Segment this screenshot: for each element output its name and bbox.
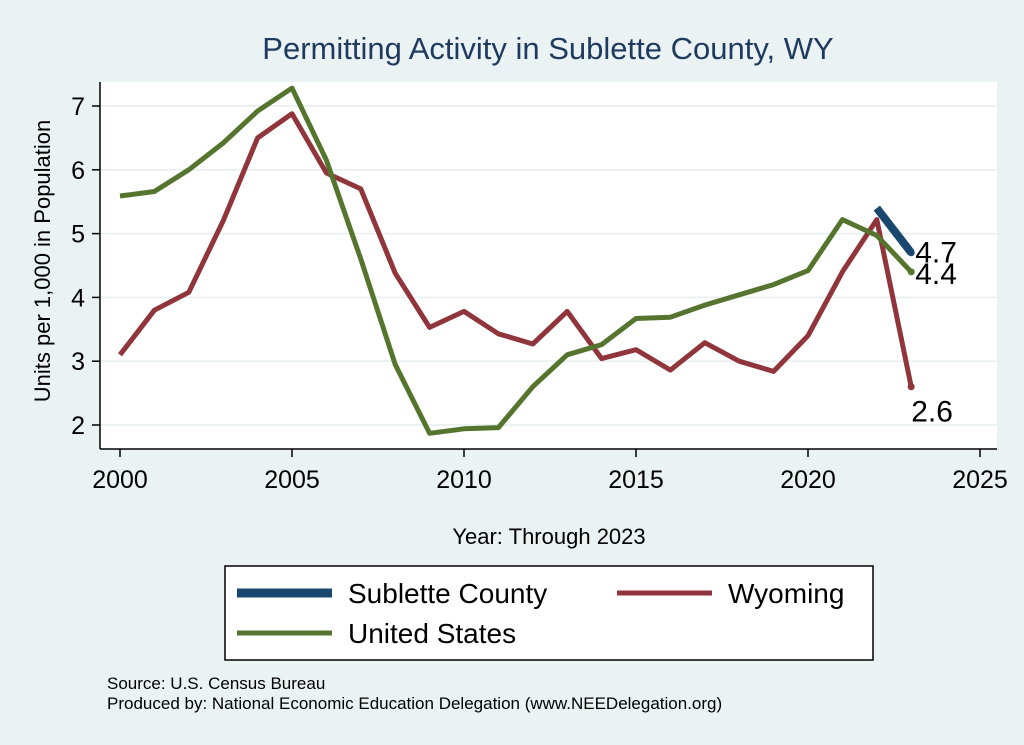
x-tick-label: 2015 <box>608 466 664 494</box>
end-labels: 4.7 2.6 4.4 <box>907 237 957 429</box>
x-tick-label: 2010 <box>436 466 492 494</box>
x-axis-title: Year: Through 2023 <box>452 524 645 549</box>
end-marker <box>907 249 915 257</box>
end-label-united-states: 4.4 <box>915 258 957 291</box>
y-tick-label: 4 <box>71 284 85 312</box>
grid <box>100 105 997 426</box>
x-tick-label: 2025 <box>952 466 1008 494</box>
legend-label-sublette: Sublette County <box>348 578 547 609</box>
produced-by-note: Produced by: National Economic Education… <box>107 694 722 713</box>
chart-title: Permitting Activity in Sublette County, … <box>262 31 833 66</box>
y-tick-label: 6 <box>71 157 85 185</box>
axes: 2 3 4 5 6 7 2000 2005 2010 2015 2020 2025 <box>71 82 1008 494</box>
end-label-wyoming: 2.6 <box>911 396 953 429</box>
y-tick-label: 2 <box>71 412 85 440</box>
y-axis-title: Units per 1,000 in Population <box>30 120 55 403</box>
x-tick-label: 2020 <box>780 466 836 494</box>
series-lines <box>118 85 915 436</box>
end-label-sublette-county: 4.7 <box>915 237 957 270</box>
x-tick-label: 2000 <box>92 466 148 494</box>
plot-area <box>100 82 997 449</box>
y-tick-label: 7 <box>71 93 85 121</box>
y-tick-label: 5 <box>71 221 85 249</box>
legend-box <box>224 565 874 661</box>
legend-label-wyoming: Wyoming <box>728 578 844 609</box>
series-line-wyoming <box>118 111 914 388</box>
x-tick-label: 2005 <box>264 466 320 494</box>
legend: Sublette County Wyoming United States <box>224 565 874 661</box>
series-line-sublette-county <box>873 205 915 256</box>
source-note: Source: U.S. Census Bureau <box>107 674 325 693</box>
end-marker <box>907 268 915 276</box>
series-line-united-states <box>119 85 914 436</box>
y-tick-label: 3 <box>71 348 85 376</box>
legend-label-united-states: United States <box>348 618 516 649</box>
end-marker <box>907 383 915 391</box>
